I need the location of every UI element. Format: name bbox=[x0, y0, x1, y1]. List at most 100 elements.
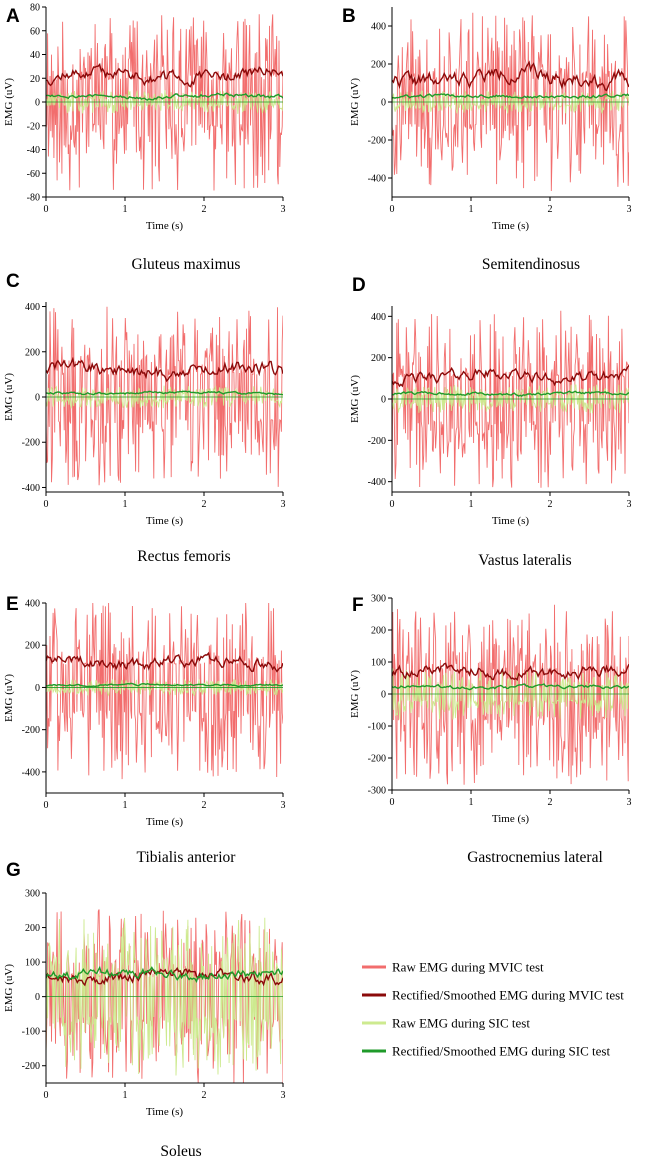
x-axis-label: Time (s) bbox=[492, 220, 530, 232]
smooth-sic-line bbox=[392, 683, 629, 691]
muscle-title: Semitendinosus bbox=[482, 256, 580, 273]
x-tick-label: 1 bbox=[469, 797, 474, 808]
smooth-mvic-line bbox=[46, 651, 283, 673]
muscle-title: Gastrocnemius lateral bbox=[467, 849, 603, 866]
x-axis-label: Time (s) bbox=[492, 515, 530, 527]
panel-d: 0 1 2 3 -400 -200 0 200 400 Time (s) EMG (uV) D Vast… bbox=[349, 275, 632, 569]
y-tick-label: 400 bbox=[371, 22, 386, 33]
panel-letter: A bbox=[6, 6, 20, 27]
x-tick-label: 0 bbox=[44, 800, 49, 811]
x-tick-label: 2 bbox=[202, 204, 207, 215]
plot-area bbox=[392, 310, 629, 488]
x-tick-label: 2 bbox=[202, 1090, 207, 1101]
panel-letter: F bbox=[352, 595, 364, 616]
legend-label: Raw EMG during SIC test bbox=[392, 1016, 530, 1031]
smooth-mvic-line bbox=[392, 364, 629, 388]
smooth-mvic-line bbox=[46, 966, 283, 987]
raw-mvic-line bbox=[392, 12, 629, 192]
panel-c: 0 1 2 3 -400 -200 0 200 400 Time (s) EMG (uV) C Rect… bbox=[3, 271, 286, 565]
x-tick-label: 0 bbox=[390, 499, 395, 510]
panel-f: 0 1 2 3 -300 -200 -100 0 100 200 300 Time (s) EMG (u… bbox=[349, 594, 632, 867]
muscle-title: Gluteus maximus bbox=[132, 256, 241, 273]
x-tick-label: 2 bbox=[548, 499, 553, 510]
plot-area bbox=[46, 603, 283, 780]
x-tick-label: 1 bbox=[123, 204, 128, 215]
smooth-sic-line bbox=[46, 390, 283, 396]
x-tick-label: 0 bbox=[390, 204, 395, 215]
x-tick-label: 1 bbox=[123, 1090, 128, 1101]
x-axis-label: Time (s) bbox=[146, 1106, 184, 1118]
plot-area bbox=[392, 12, 629, 192]
y-tick-label: 200 bbox=[371, 353, 386, 364]
y-tick-label: -400 bbox=[368, 477, 386, 488]
y-tick-label: 200 bbox=[371, 60, 386, 71]
y-tick-label: -200 bbox=[368, 436, 386, 447]
smooth-mvic-line bbox=[46, 356, 283, 383]
y-tick-label: 100 bbox=[371, 658, 386, 669]
panel-letter: G bbox=[6, 860, 21, 881]
y-tick-label: -400 bbox=[22, 767, 40, 778]
raw-mvic-line bbox=[46, 306, 283, 487]
y-tick-label: 100 bbox=[25, 958, 40, 969]
x-tick-label: 0 bbox=[44, 204, 49, 215]
y-axis-label: EMG (uV) bbox=[3, 78, 15, 126]
raw-mvic-line bbox=[392, 310, 629, 488]
smooth-sic-line bbox=[392, 93, 629, 100]
y-tick-label: -40 bbox=[27, 145, 40, 156]
plot-area bbox=[46, 909, 283, 1083]
y-tick-label: -200 bbox=[368, 754, 386, 765]
x-axis-label: Time (s) bbox=[146, 515, 184, 527]
y-tick-label: 40 bbox=[30, 50, 40, 61]
x-tick-label: 0 bbox=[390, 797, 395, 808]
smooth-mvic-line bbox=[46, 62, 283, 88]
smooth-mvic-line bbox=[392, 60, 629, 92]
panel-e: 0 1 2 3 -400 -200 0 200 400 Time (s) EMG (uV) E Tibi… bbox=[3, 594, 286, 866]
muscle-title: Soleus bbox=[160, 1143, 201, 1160]
y-tick-label: 400 bbox=[25, 302, 40, 313]
x-axis-label: Time (s) bbox=[146, 816, 184, 828]
x-tick-label: 3 bbox=[627, 499, 632, 510]
raw-sic-line bbox=[46, 917, 283, 1076]
smooth-sic-line bbox=[392, 390, 629, 398]
panel-letter: D bbox=[352, 275, 366, 296]
y-tick-label: 0 bbox=[35, 683, 40, 694]
x-tick-label: 1 bbox=[123, 800, 128, 811]
y-tick-label: -200 bbox=[22, 438, 40, 449]
y-axis-label: EMG (uV) bbox=[3, 674, 15, 722]
y-tick-label: -100 bbox=[22, 1027, 40, 1038]
y-tick-label: -200 bbox=[22, 1061, 40, 1072]
plot-area bbox=[46, 306, 283, 487]
x-axis-label: Time (s) bbox=[146, 220, 184, 232]
y-tick-label: 20 bbox=[30, 74, 40, 85]
y-tick-label: -400 bbox=[22, 483, 40, 494]
x-tick-label: 1 bbox=[469, 204, 474, 215]
y-tick-label: 200 bbox=[371, 626, 386, 637]
panel-a: 0 1 2 3 -80 -60 -40 -20 0 20 40 60 80 Time (s) EMG (uV… bbox=[3, 3, 286, 274]
panel-letter: E bbox=[6, 594, 19, 615]
raw-mvic-line bbox=[392, 604, 629, 785]
y-tick-label: 0 bbox=[35, 393, 40, 404]
muscle-title: Rectus femoris bbox=[137, 548, 230, 565]
x-tick-label: 1 bbox=[469, 499, 474, 510]
y-tick-label: -300 bbox=[368, 786, 386, 797]
x-tick-label: 3 bbox=[627, 204, 632, 215]
legend-label: Raw EMG during MVIC test bbox=[392, 960, 544, 975]
y-tick-label: 400 bbox=[25, 599, 40, 610]
x-tick-label: 3 bbox=[281, 499, 286, 510]
legend-label: Rectified/Smoothed EMG during SIC test bbox=[392, 1044, 610, 1059]
y-tick-label: 300 bbox=[25, 889, 40, 900]
plot-area bbox=[46, 14, 283, 191]
y-tick-label: 60 bbox=[30, 26, 40, 37]
y-axis-label: EMG (uV) bbox=[349, 670, 361, 718]
legend-label: Rectified/Smoothed EMG during MVIC test bbox=[392, 988, 624, 1003]
panel-letter: B bbox=[342, 6, 356, 27]
x-tick-label: 3 bbox=[281, 204, 286, 215]
y-axis-label: EMG (uV) bbox=[3, 964, 15, 1012]
y-tick-label: -200 bbox=[22, 725, 40, 736]
x-tick-label: 1 bbox=[123, 499, 128, 510]
x-tick-label: 2 bbox=[202, 499, 207, 510]
y-tick-label: 200 bbox=[25, 641, 40, 652]
x-axis-label: Time (s) bbox=[492, 813, 530, 825]
x-tick-label: 3 bbox=[281, 800, 286, 811]
smooth-sic-line bbox=[46, 92, 283, 101]
